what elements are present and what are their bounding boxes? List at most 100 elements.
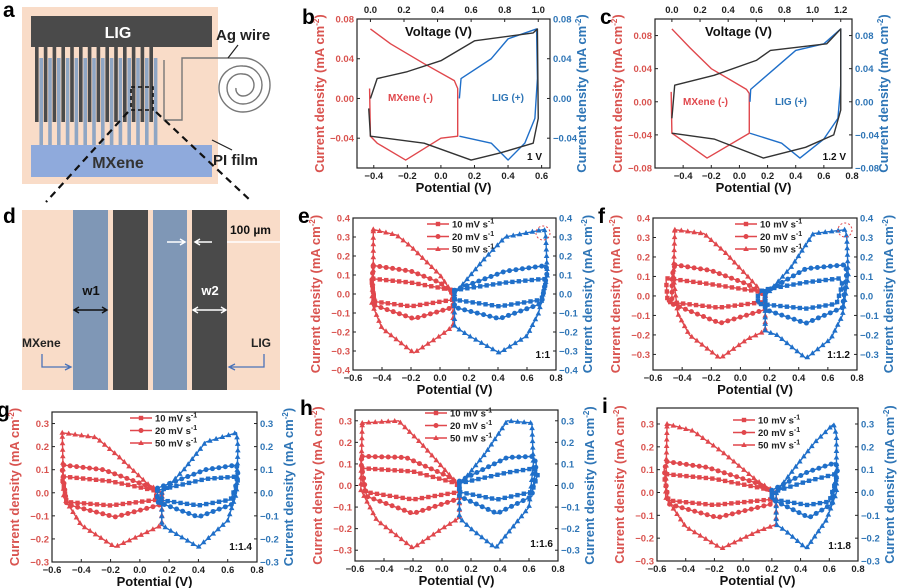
y-right-tick-label: 0.2 — [559, 252, 572, 263]
legend-item: 10 mV s-1 — [427, 219, 494, 231]
circle-marker — [828, 461, 834, 467]
circle-marker — [797, 318, 803, 324]
triangle-marker — [809, 350, 816, 356]
y-right-tick-label: 0.04 — [553, 54, 572, 65]
y-left-tick-label: 0.04 — [336, 54, 355, 65]
circle-marker — [144, 505, 150, 511]
triangle-marker — [70, 509, 76, 515]
circle-marker — [843, 279, 849, 285]
square-marker — [204, 501, 209, 507]
circle-marker — [491, 509, 497, 515]
triangle-marker — [121, 458, 128, 464]
square-marker — [533, 467, 538, 472]
y-left-axis-title: Current density (mA cm-2) — [312, 14, 327, 172]
square-marker — [106, 478, 112, 484]
square-marker — [806, 478, 812, 483]
triangle-marker — [234, 453, 241, 459]
lig-finger — [114, 47, 118, 122]
square-marker — [665, 496, 671, 501]
triangle-marker — [813, 438, 819, 444]
square-marker — [664, 289, 670, 294]
w2-label: w2 — [200, 283, 218, 298]
triangle-marker — [671, 247, 678, 253]
square-marker — [417, 302, 423, 308]
circle-marker — [142, 482, 148, 488]
x-tick-label: 0.6 — [221, 565, 234, 576]
triangle-marker — [370, 241, 377, 247]
circle-marker — [669, 283, 675, 289]
axis-label-text: ) — [608, 215, 623, 219]
square-marker — [735, 500, 741, 505]
circle-marker — [723, 512, 729, 518]
circle-marker — [118, 473, 124, 479]
x-tick-label: 0.2 — [462, 373, 475, 384]
triangle-marker — [468, 271, 475, 277]
circle-marker — [669, 289, 675, 295]
square-marker — [470, 492, 476, 497]
triangle-marker — [671, 234, 678, 240]
lig-finger — [61, 47, 65, 122]
legend-label: 50 mV s-1 — [450, 433, 492, 445]
square-marker — [703, 501, 708, 507]
x-tick-label: 0.2 — [163, 565, 176, 576]
triangle-marker — [681, 521, 688, 527]
triangle-marker — [155, 523, 162, 529]
triangle-marker — [526, 327, 533, 333]
axis-label-text: Current density (mA cm — [310, 418, 325, 565]
circle-marker — [365, 494, 371, 500]
axis-label-superscript: -2 — [308, 219, 317, 227]
square-marker — [62, 491, 68, 496]
square-marker — [379, 467, 384, 472]
x-tick-label: 0.4 — [789, 171, 803, 182]
y-left-tick-label: 0.3 — [337, 233, 350, 244]
x-tick-label: 0.8 — [549, 373, 562, 384]
triangle-marker — [762, 314, 768, 320]
circle-marker — [384, 307, 390, 313]
square-marker — [484, 283, 489, 288]
square-marker — [684, 473, 689, 479]
square-marker — [174, 483, 179, 489]
triangle-marker — [398, 340, 405, 346]
circle-marker — [192, 513, 198, 519]
circle-marker — [750, 310, 756, 316]
square-marker — [457, 481, 462, 486]
triangle-marker — [740, 268, 747, 274]
square-marker — [449, 479, 454, 485]
y-right-tick-label: 0.0 — [561, 481, 574, 492]
triangle-marker — [714, 542, 720, 548]
triangle-marker — [452, 517, 459, 523]
circle-marker — [197, 469, 203, 475]
series-left-loop — [368, 28, 459, 161]
circle-marker — [526, 265, 532, 271]
legend-text: 50 mV s — [760, 245, 796, 256]
triangle-marker — [751, 475, 757, 481]
circle-marker — [137, 507, 143, 513]
circle-marker — [106, 469, 112, 475]
triangle-marker — [419, 538, 426, 544]
circle-marker — [185, 474, 191, 480]
triangle-marker — [228, 505, 235, 511]
circle-marker — [742, 508, 748, 514]
square-marker — [139, 499, 145, 504]
panel-label-b: b — [302, 6, 315, 29]
series-left-loop — [358, 453, 462, 516]
x-tick-label: 0.6 — [535, 171, 548, 182]
y-right-tick-label: 0.0 — [260, 488, 273, 499]
circle-marker — [409, 269, 415, 275]
axis-label-superscript: -2 — [582, 410, 591, 418]
circle-marker — [761, 503, 767, 509]
circle-marker — [167, 504, 173, 510]
triangle-marker — [663, 442, 670, 448]
mxene-strip — [153, 210, 187, 390]
triangle-marker — [424, 259, 430, 265]
triangle-marker — [730, 345, 737, 351]
series-right-loop — [769, 472, 839, 508]
ag-wire-label: Ag wire — [216, 27, 270, 44]
triangle-marker — [419, 254, 426, 260]
mxene-strip — [73, 210, 108, 390]
circle-marker — [138, 428, 144, 433]
circle-marker — [779, 312, 785, 318]
square-marker — [107, 503, 113, 508]
square-marker — [449, 297, 455, 303]
square-marker — [482, 475, 487, 480]
